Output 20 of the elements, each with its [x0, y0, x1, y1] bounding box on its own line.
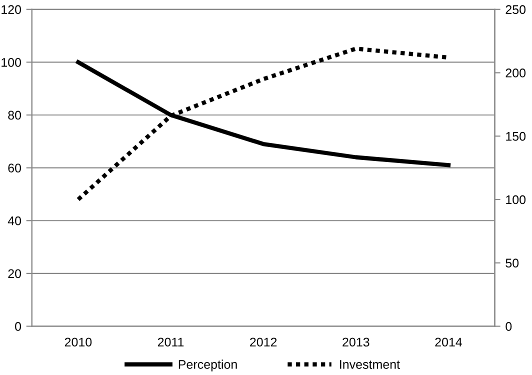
y-tick-label: 100 [2, 58, 22, 67]
y2-tick-label: 100 [506, 195, 526, 204]
x-tick-label: 2012 [250, 338, 277, 347]
x-tick-label: 2011 [158, 338, 184, 347]
y2-tick-label: 0 [506, 322, 512, 331]
y2-tick-label: 250 [506, 5, 526, 14]
y2-tick-label: 50 [506, 258, 519, 268]
y-tick-label: 20 [8, 269, 22, 278]
y2-tick-label: 150 [506, 132, 526, 141]
legend-label: Investment [340, 360, 400, 369]
y-tick-label: 60 [8, 164, 22, 172]
legend-label: Perception [178, 360, 237, 372]
x-tick-label: 2014 [435, 338, 462, 347]
x-tick-label: 2013 [342, 338, 370, 347]
y-tick-label: 0 [15, 322, 22, 331]
x-tick-label: 2010 [64, 338, 92, 347]
y2-tick-label: 200 [506, 68, 526, 78]
y-tick-label: 40 [8, 216, 22, 226]
y-tick-label: 80 [8, 110, 22, 120]
y-tick-label: 120 [2, 5, 22, 14]
